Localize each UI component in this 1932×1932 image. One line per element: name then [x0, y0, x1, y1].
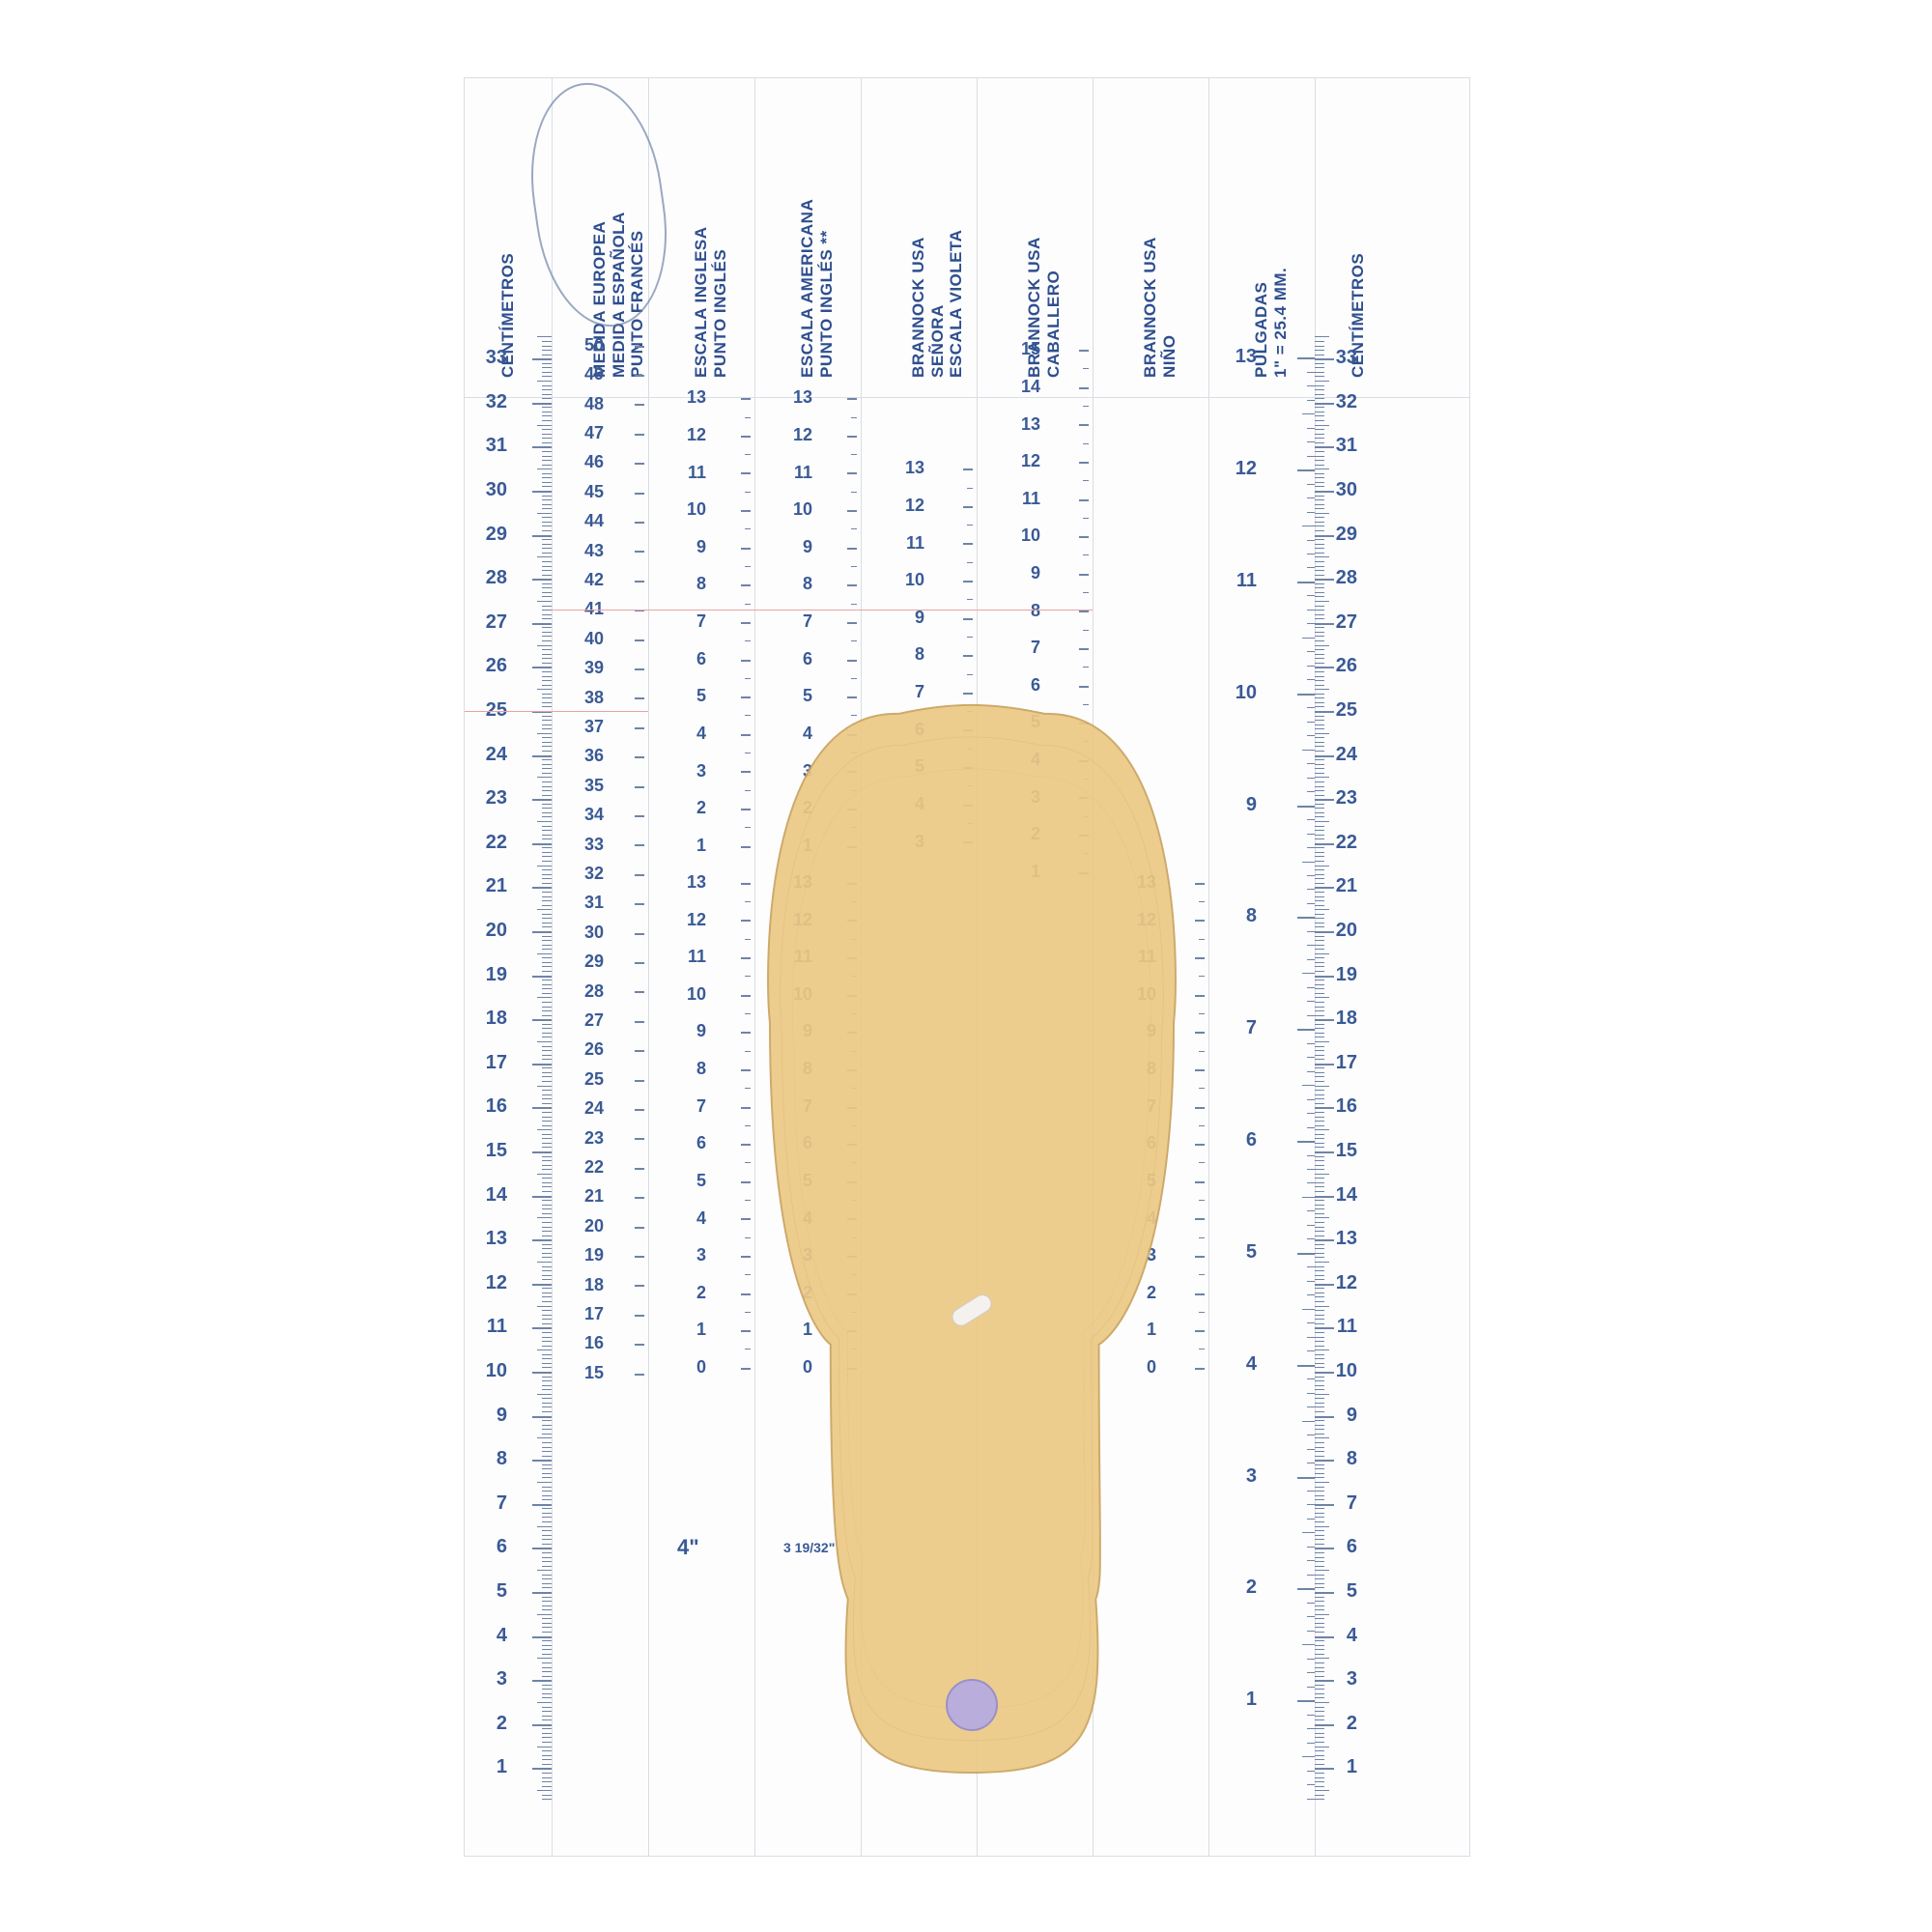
heel-dot-icon — [947, 1680, 997, 1730]
guide-line — [465, 711, 648, 712]
footprint — [465, 78, 1469, 1856]
offset-label: 4" — [677, 1535, 699, 1560]
size-chart: CENTÍMETROSMEDIDA EUROPEA MEDIDA ESPAÑOL… — [464, 77, 1470, 1857]
page: CENTÍMETROSMEDIDA EUROPEA MEDIDA ESPAÑOL… — [0, 0, 1932, 1932]
guide-line — [552, 610, 1093, 611]
offset-label: 3 19/32" — [783, 1540, 835, 1555]
footprint-outline — [768, 705, 1176, 1773]
